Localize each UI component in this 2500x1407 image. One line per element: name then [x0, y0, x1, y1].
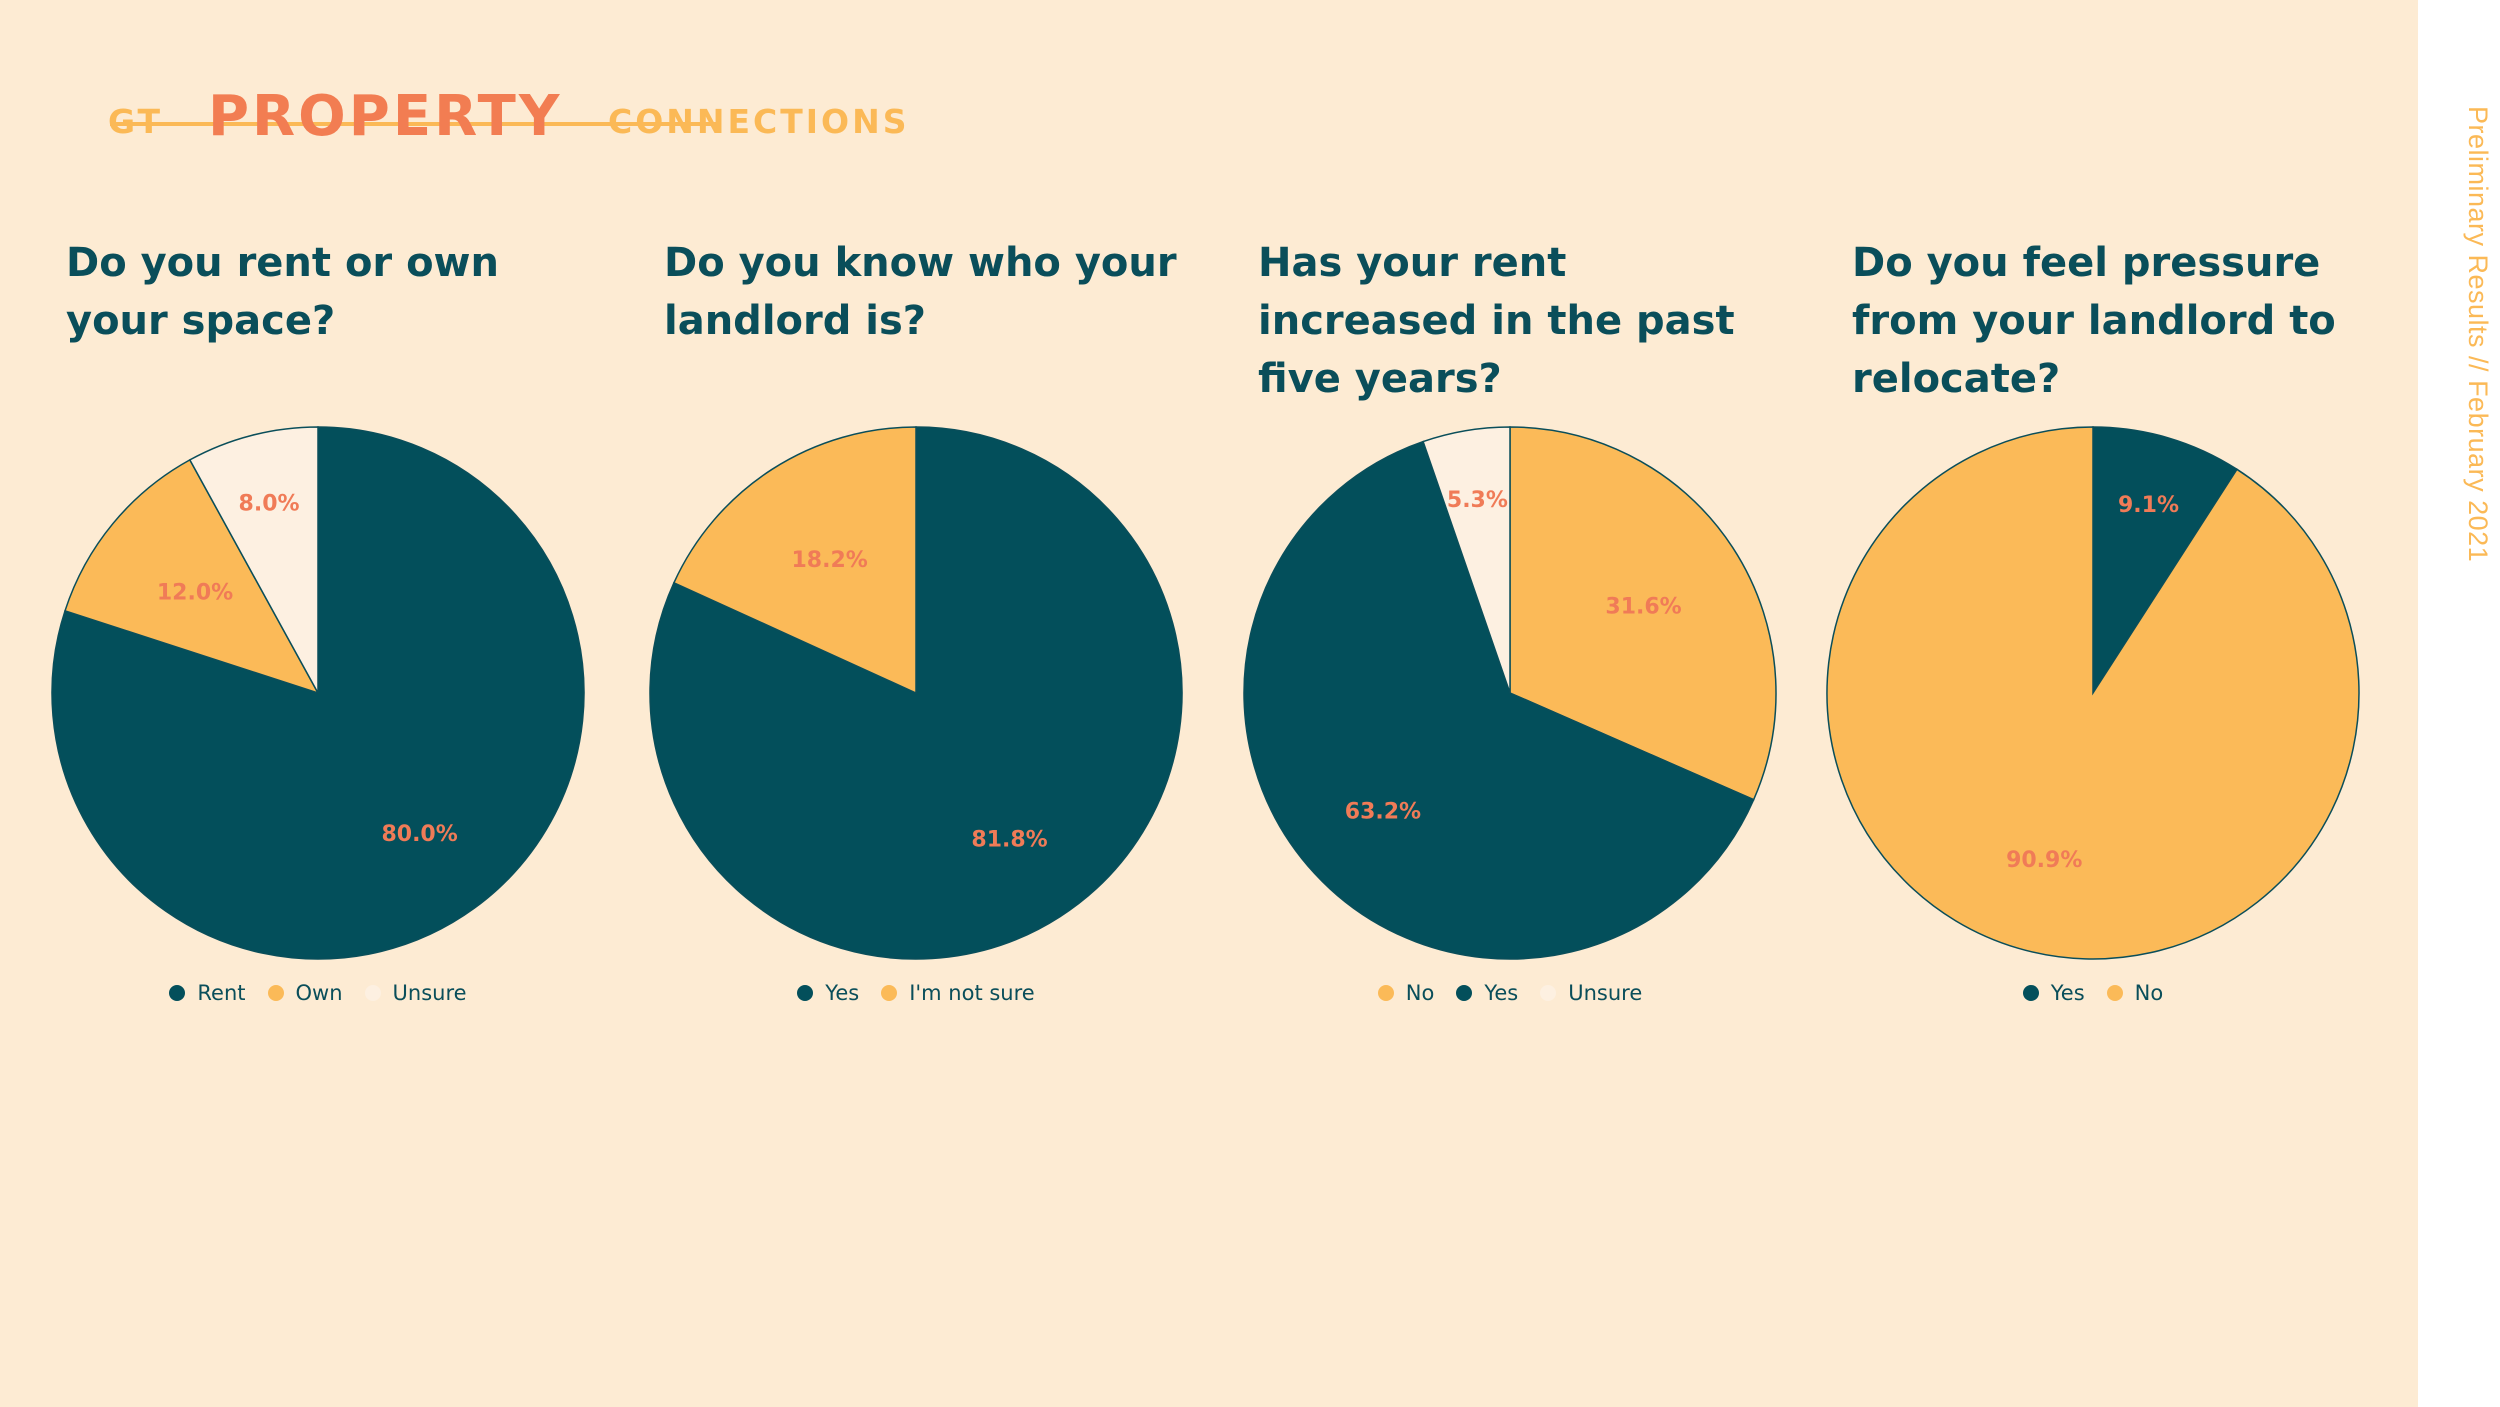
- legend-swatch: [169, 985, 186, 1001]
- pie-slice-own: [64, 458, 320, 695]
- legend-chart-1: Rent Own Unsure: [48, 978, 588, 1008]
- pie-chart-rent-own: 80.0% 12.0% 8.0%: [51, 426, 585, 960]
- legend-swatch: [1377, 985, 1394, 1001]
- pie-label-yes: 63.2%: [1345, 799, 1421, 824]
- brand-logo: GT PROPERTY CONNECTIONS: [108, 84, 948, 154]
- pie-label-unsure: 8.0%: [239, 491, 300, 516]
- legend-swatch: [797, 985, 814, 1001]
- legend-label: Own: [295, 981, 343, 1005]
- legend-label: No: [1405, 981, 1435, 1005]
- pie-label-own: 12.0%: [157, 580, 233, 605]
- legend-label: I'm not sure: [909, 981, 1035, 1005]
- legend-item-yes: Yes: [797, 981, 859, 1005]
- legend-item-unsure: Unsure: [364, 981, 467, 1005]
- pie-chart-know-landlord: 81.8% 18.2%: [649, 426, 1183, 960]
- pie-label-unsure: 5.3%: [1447, 488, 1508, 513]
- pie-label-yes: 9.1%: [2118, 493, 2179, 518]
- question-title-2: Do you know who your landlord is?: [664, 240, 1177, 344]
- pie-slice-unsure: [1422, 426, 1511, 694]
- legend-item-rent: Rent: [169, 981, 246, 1005]
- pie-label-rent: 80.0%: [381, 822, 457, 847]
- legend-swatch: [1540, 985, 1557, 1001]
- pie-slice-yes: [2092, 426, 2238, 696]
- question-title-3: Has your rent increased in the past five…: [1258, 240, 1735, 402]
- pie-label-no: 90.9%: [2006, 848, 2082, 873]
- question-title-4: Do you feel pressure from your landlord …: [1852, 240, 2336, 402]
- legend-chart-2: Yes I'm not sure: [646, 978, 1186, 1008]
- pie-slice-no: [1509, 426, 1777, 801]
- legend-label: No: [2134, 981, 2164, 1005]
- pie-slice-yes: [1243, 440, 1755, 960]
- side-note: Preliminary Results // February 2021: [2463, 106, 2493, 563]
- pie-slice-i-m-not-sure: [672, 426, 917, 695]
- logo-connections-text: CONNECTIONS: [608, 102, 910, 141]
- legend-swatch: [1456, 985, 1473, 1001]
- pie-chart-relocation-pressure: 9.1% 90.9%: [1826, 426, 2360, 960]
- logo-gt-text: GT: [108, 102, 164, 141]
- legend-item-yes: Yes: [1456, 981, 1518, 1005]
- legend-item-unsure: Unsure: [1540, 981, 1642, 1005]
- pie-chart-rent-increase: 31.6% 63.2% 5.3%: [1243, 426, 1777, 960]
- legend-label: Yes: [2050, 981, 2085, 1005]
- logo-property-text: PROPERTY: [208, 84, 563, 149]
- legend-chart-4: Yes No: [1823, 978, 2363, 1008]
- legend-swatch: [267, 985, 284, 1001]
- legend-item-i-m-not-sure: I'm not sure: [881, 981, 1035, 1005]
- legend-label: Yes: [825, 981, 860, 1005]
- legend-item-own: Own: [267, 981, 343, 1005]
- logo-strike-line: [110, 122, 720, 126]
- legend-label: Yes: [1484, 981, 1519, 1005]
- pie-slice-no: [1826, 426, 2360, 960]
- slide: GT PROPERTY CONNECTIONS Do you rent or o…: [0, 0, 2418, 1407]
- legend-label: Rent: [197, 981, 246, 1005]
- pie-label-no: 31.6%: [1605, 595, 1681, 620]
- legend-label: Unsure: [1568, 981, 1643, 1005]
- legend-item-yes: Yes: [2022, 981, 2085, 1005]
- legend-item-no: No: [2106, 981, 2164, 1005]
- legend-swatch: [881, 985, 898, 1001]
- pie-label-yes: 81.8%: [971, 827, 1047, 852]
- legend-swatch: [2106, 985, 2123, 1001]
- legend-swatch: [364, 985, 381, 1001]
- pie-label-i-m-not-sure: 18.2%: [791, 548, 867, 573]
- legend-chart-3: No Yes Unsure: [1240, 978, 1780, 1008]
- legend-item-no: No: [1377, 981, 1435, 1005]
- legend-label: Unsure: [392, 981, 467, 1005]
- question-title-1: Do you rent or own your space?: [66, 240, 499, 344]
- legend-swatch: [2022, 985, 2039, 1001]
- pie-slice-unsure: [188, 426, 319, 694]
